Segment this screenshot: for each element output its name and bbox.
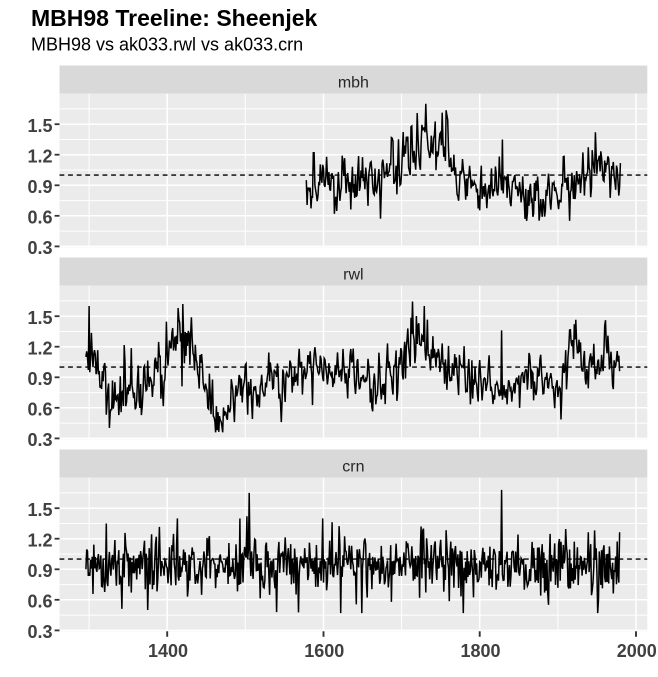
svg-text:1600: 1600 — [304, 641, 344, 661]
svg-text:mbh: mbh — [338, 74, 369, 91]
svg-text:0.3: 0.3 — [27, 238, 52, 258]
svg-text:0.9: 0.9 — [27, 369, 52, 389]
svg-text:1400: 1400 — [148, 641, 188, 661]
svg-text:0.6: 0.6 — [27, 400, 52, 420]
svg-text:MBH98 vs ak033.rwl vs ak033.cr: MBH98 vs ak033.rwl vs ak033.crn — [31, 34, 303, 54]
svg-text:rwl: rwl — [343, 266, 363, 283]
svg-text:1.2: 1.2 — [27, 339, 52, 359]
svg-text:1.5: 1.5 — [27, 308, 52, 328]
svg-text:MBH98 Treeline: Sheenjek: MBH98 Treeline: Sheenjek — [31, 5, 318, 31]
svg-text:1.2: 1.2 — [27, 147, 52, 167]
svg-text:1.5: 1.5 — [27, 500, 52, 520]
svg-text:0.9: 0.9 — [27, 177, 52, 197]
svg-text:1800: 1800 — [460, 641, 500, 661]
svg-text:1.2: 1.2 — [27, 531, 52, 551]
svg-text:0.6: 0.6 — [27, 208, 52, 228]
svg-text:0.3: 0.3 — [27, 622, 52, 642]
svg-text:crn: crn — [342, 458, 364, 475]
svg-text:0.3: 0.3 — [27, 430, 52, 450]
svg-text:0.9: 0.9 — [27, 561, 52, 581]
svg-text:1.5: 1.5 — [27, 116, 52, 136]
svg-text:2000: 2000 — [617, 641, 657, 661]
svg-text:0.6: 0.6 — [27, 592, 52, 612]
